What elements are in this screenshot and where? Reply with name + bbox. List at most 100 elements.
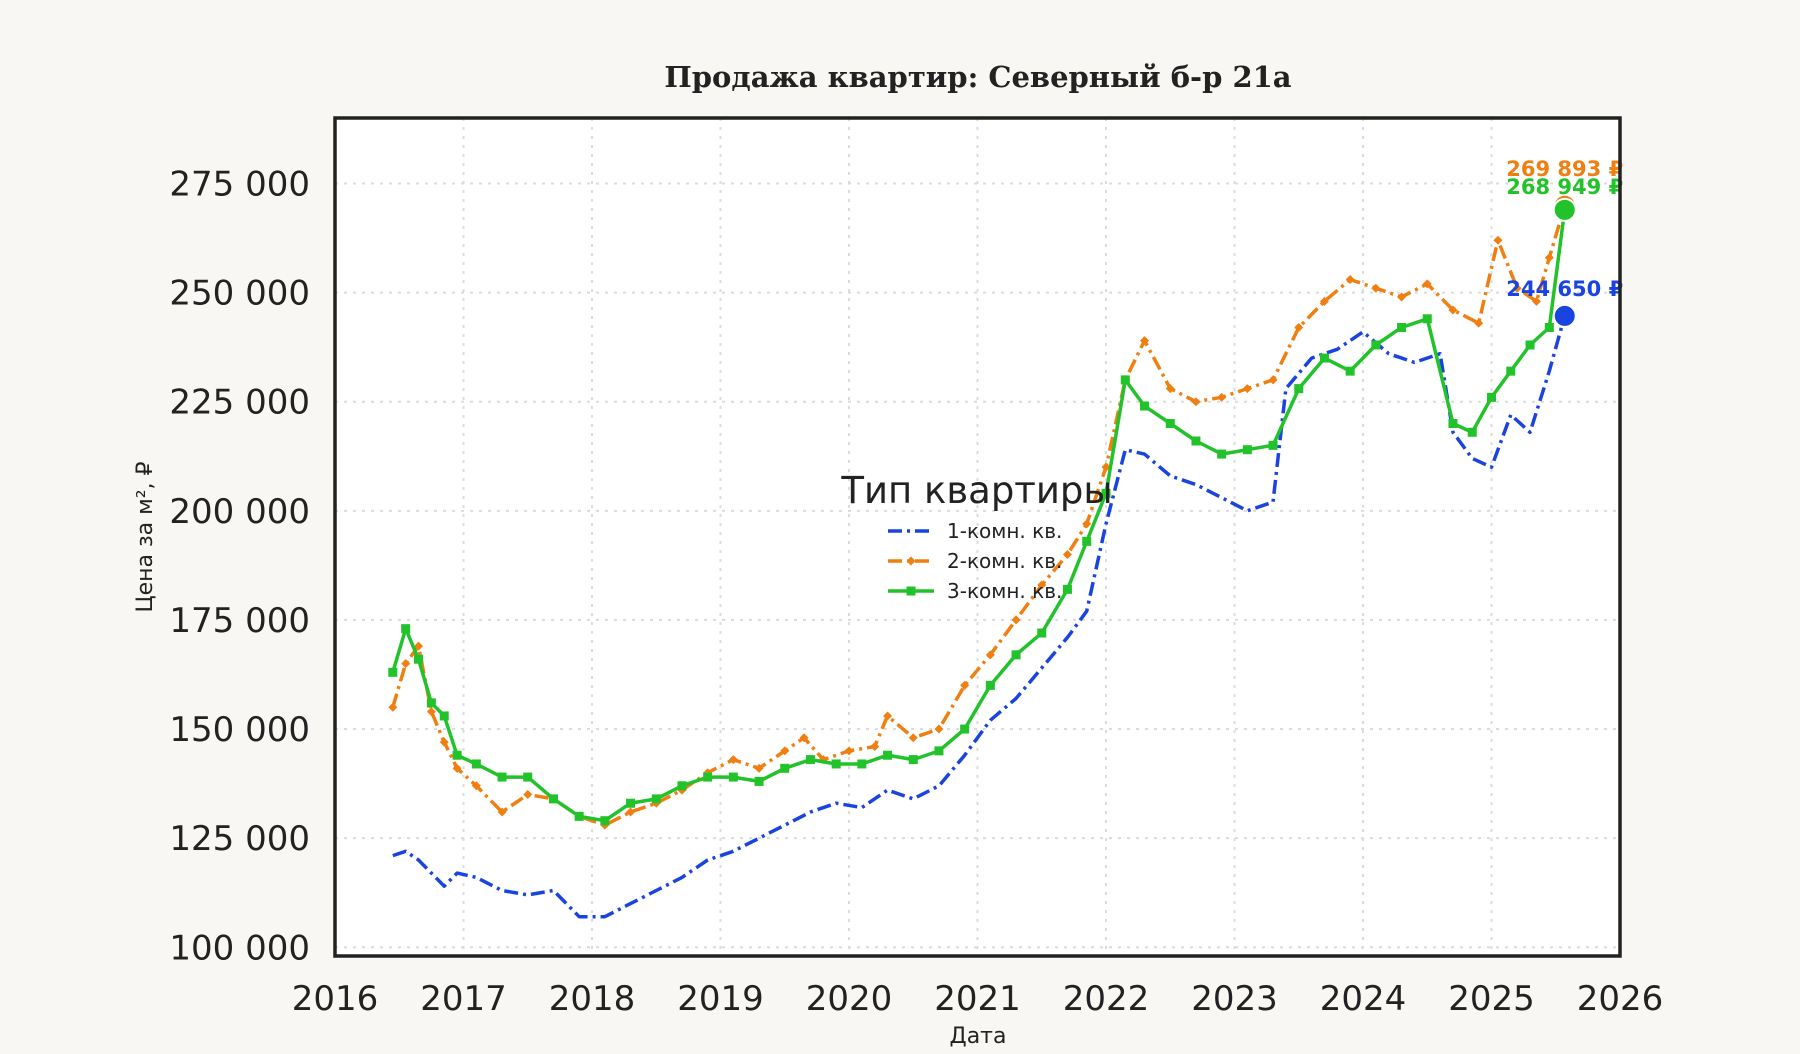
data-point [471, 759, 481, 769]
data-point [1217, 392, 1227, 402]
data-point [728, 755, 738, 765]
data-point [600, 816, 610, 826]
data-point [780, 746, 790, 756]
plot-area [335, 118, 1620, 956]
data-point [985, 650, 995, 660]
data-point [388, 667, 398, 677]
data-point [574, 811, 584, 821]
data-point [906, 556, 916, 566]
data-point [1544, 253, 1554, 263]
data-point [452, 763, 462, 773]
data-point [1101, 462, 1111, 472]
data-point [1294, 323, 1304, 332]
data-point [1082, 536, 1092, 546]
data-point [426, 698, 436, 708]
legend: Тип квартиры 1-комн. кв. 2-комн. кв. 3-ком… [840, 469, 1112, 603]
x-tick-label: 2022 [1063, 979, 1150, 1019]
y-tick-label: 275 000 [169, 164, 310, 204]
y-tick-label: 175 000 [169, 601, 310, 641]
y-tick-label: 225 000 [169, 383, 310, 423]
data-point [401, 659, 411, 669]
data-point [548, 794, 558, 804]
series-line [391, 205, 1567, 827]
data-point [401, 624, 411, 634]
y-axis-label: Цена за м², ₽ [133, 461, 158, 612]
data-point [651, 794, 661, 804]
x-tick-label: 2023 [1191, 979, 1278, 1019]
data-point [523, 790, 533, 800]
data-point [754, 763, 764, 773]
data-point [1397, 323, 1407, 332]
data-point [1268, 375, 1278, 385]
x-tick-label: 2019 [677, 979, 764, 1019]
data-point [1371, 340, 1381, 350]
data-point [728, 772, 738, 782]
x-axis-label: Дата [950, 1024, 1007, 1049]
x-tick-label: 2020 [806, 979, 893, 1019]
x-axis-ticks: 2016 2017 2018 2019 2020 2021 2022 2023 2024 2025… [292, 979, 1664, 1019]
data-point [934, 724, 944, 734]
y-tick-label: 150 000 [169, 710, 310, 750]
data-point [754, 776, 764, 786]
x-tick-label: 2021 [934, 979, 1021, 1019]
chart-title: Продажа квартир: Северный б-р 21а [664, 60, 1291, 94]
end-point-label: 268 949 ₽ [1506, 175, 1623, 199]
data-point [985, 680, 995, 690]
data-point [1422, 314, 1432, 324]
data-point [1062, 549, 1072, 559]
legend-label: 2-комн. кв. [947, 549, 1062, 573]
data-point [1242, 445, 1252, 455]
x-tick-label: 2024 [1320, 979, 1407, 1019]
data-point [1120, 375, 1130, 385]
data-point [1345, 274, 1355, 284]
data-point [1294, 384, 1304, 394]
data-point [677, 781, 687, 791]
data-point [1448, 305, 1458, 315]
data-point [1525, 340, 1535, 350]
data-point [426, 707, 436, 717]
data-point [1474, 318, 1484, 328]
end-point-label: 244 650 ₽ [1506, 277, 1623, 301]
data-point [805, 755, 815, 765]
data-point [471, 781, 481, 791]
data-point [1165, 419, 1175, 429]
data-point [1082, 519, 1092, 529]
data-point [1101, 488, 1111, 498]
data-point [1011, 650, 1021, 660]
series-line [392, 315, 1567, 919]
data-point [1506, 366, 1516, 376]
data-point [703, 772, 713, 782]
data-point [1531, 296, 1541, 306]
data-point [1268, 440, 1278, 450]
data-point [857, 759, 867, 769]
legend-label: 3-комн. кв. [947, 579, 1062, 603]
data-point [906, 586, 916, 596]
x-tick-label: 2026 [1577, 979, 1664, 1019]
data-point [883, 711, 893, 721]
data-point [1493, 235, 1503, 245]
data-point [414, 654, 424, 664]
data-point [1422, 279, 1432, 289]
data-point [1319, 296, 1329, 306]
data-point [1140, 336, 1150, 346]
data-point [1037, 580, 1047, 590]
x-tick-label: 2025 [1448, 979, 1535, 1019]
data-point [1512, 283, 1522, 293]
data-point [1140, 401, 1150, 411]
data-point [1345, 366, 1355, 376]
data-point [1487, 392, 1496, 402]
data-point [960, 724, 970, 734]
end-point-label: 269 893 ₽ [1506, 157, 1623, 181]
y-tick-label: 125 000 [169, 819, 310, 859]
data-point [831, 759, 841, 769]
data-point [799, 733, 809, 743]
data-point [1242, 384, 1252, 394]
data-point [452, 750, 462, 760]
legend-label: 1-комн. кв. [947, 519, 1062, 543]
plot-frame [333, 116, 1622, 958]
series-layer [388, 201, 1570, 919]
y-tick-label: 250 000 [169, 274, 310, 314]
data-point [1448, 419, 1458, 429]
